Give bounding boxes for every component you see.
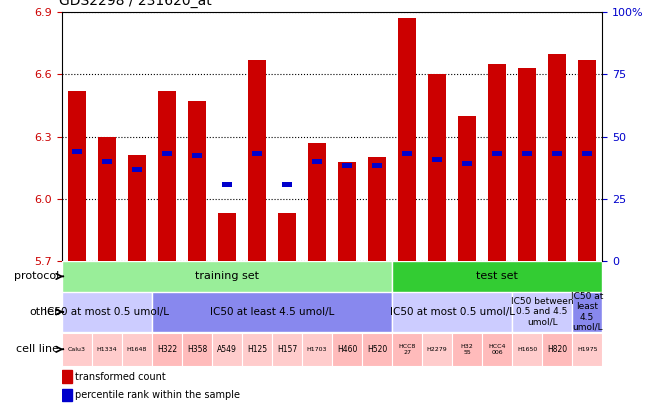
Bar bbox=[98, 137, 116, 261]
Text: GDS2298 / 231620_at: GDS2298 / 231620_at bbox=[59, 0, 212, 9]
Bar bbox=[578, 60, 596, 261]
Bar bbox=[572, 333, 602, 366]
Text: HCC4
006: HCC4 006 bbox=[488, 344, 506, 355]
Bar bbox=[338, 162, 356, 261]
Text: test set: test set bbox=[476, 271, 518, 281]
Bar bbox=[302, 333, 332, 366]
Bar bbox=[362, 333, 392, 366]
Bar bbox=[398, 18, 416, 261]
Text: A549: A549 bbox=[217, 345, 237, 354]
Bar bbox=[62, 292, 152, 332]
Text: IC50 between
0.5 and 4.5
umol/L: IC50 between 0.5 and 4.5 umol/L bbox=[511, 297, 574, 327]
Bar bbox=[188, 101, 206, 261]
Bar bbox=[72, 149, 81, 154]
Text: H460: H460 bbox=[337, 345, 357, 354]
Text: IC50 at least 4.5 umol/L: IC50 at least 4.5 umol/L bbox=[210, 307, 334, 317]
Bar bbox=[428, 75, 446, 261]
Bar bbox=[512, 292, 572, 332]
Bar bbox=[462, 161, 472, 166]
Text: H1648: H1648 bbox=[127, 347, 147, 352]
Text: percentile rank within the sample: percentile rank within the sample bbox=[76, 390, 240, 400]
Bar bbox=[128, 156, 146, 261]
Bar bbox=[132, 167, 142, 173]
Bar bbox=[62, 389, 72, 401]
Bar bbox=[152, 333, 182, 366]
Text: other: other bbox=[29, 307, 59, 317]
Text: transformed count: transformed count bbox=[76, 371, 166, 382]
Bar bbox=[152, 292, 392, 332]
Text: HCC8
27: HCC8 27 bbox=[398, 344, 416, 355]
Bar bbox=[62, 370, 72, 383]
Text: H2279: H2279 bbox=[426, 347, 447, 352]
Text: Calu3: Calu3 bbox=[68, 347, 86, 352]
Bar bbox=[552, 151, 562, 156]
Text: H1975: H1975 bbox=[577, 347, 598, 352]
Bar bbox=[332, 333, 362, 366]
Bar bbox=[458, 116, 476, 261]
Text: H125: H125 bbox=[247, 345, 267, 354]
Bar bbox=[122, 333, 152, 366]
Bar bbox=[542, 333, 572, 366]
Text: H1334: H1334 bbox=[96, 347, 117, 352]
Bar bbox=[68, 91, 86, 261]
Bar bbox=[92, 333, 122, 366]
Bar bbox=[222, 182, 232, 187]
Bar bbox=[62, 333, 92, 366]
Bar bbox=[158, 91, 176, 261]
Bar bbox=[572, 292, 602, 332]
Bar bbox=[272, 333, 302, 366]
Text: H322: H322 bbox=[157, 345, 177, 354]
Bar bbox=[392, 333, 422, 366]
Text: H1650: H1650 bbox=[517, 347, 537, 352]
Text: protocol: protocol bbox=[14, 271, 59, 281]
Bar bbox=[452, 333, 482, 366]
Bar bbox=[522, 151, 532, 156]
Text: H32
55: H32 55 bbox=[461, 344, 473, 355]
Bar bbox=[482, 333, 512, 366]
Bar bbox=[512, 333, 542, 366]
Text: H1703: H1703 bbox=[307, 347, 327, 352]
Bar bbox=[252, 151, 262, 156]
Bar bbox=[102, 159, 112, 164]
Bar bbox=[492, 151, 502, 156]
Bar bbox=[422, 333, 452, 366]
Text: cell line: cell line bbox=[16, 344, 59, 354]
Bar bbox=[488, 64, 506, 261]
Bar bbox=[518, 68, 536, 261]
Bar bbox=[278, 213, 296, 261]
Bar bbox=[182, 333, 212, 366]
Bar bbox=[392, 292, 512, 332]
Bar bbox=[212, 333, 242, 366]
Bar bbox=[248, 60, 266, 261]
Bar bbox=[402, 151, 412, 156]
Bar bbox=[368, 158, 386, 261]
Bar bbox=[242, 333, 272, 366]
Bar bbox=[218, 213, 236, 261]
Text: IC50 at most 0.5 umol/L: IC50 at most 0.5 umol/L bbox=[44, 307, 169, 317]
Text: H157: H157 bbox=[277, 345, 297, 354]
Bar bbox=[308, 143, 326, 261]
Bar bbox=[548, 53, 566, 261]
Bar bbox=[583, 151, 592, 156]
Text: H358: H358 bbox=[187, 345, 207, 354]
Bar bbox=[372, 163, 382, 168]
Bar bbox=[312, 159, 322, 164]
Text: H820: H820 bbox=[547, 345, 567, 354]
Bar bbox=[392, 261, 602, 292]
Text: training set: training set bbox=[195, 271, 259, 281]
Bar bbox=[162, 151, 172, 156]
Bar bbox=[342, 163, 352, 168]
Bar bbox=[282, 182, 292, 187]
Bar bbox=[62, 261, 392, 292]
Bar bbox=[432, 157, 442, 162]
Text: IC50 at most 0.5 umol/L: IC50 at most 0.5 umol/L bbox=[389, 307, 514, 317]
Text: H520: H520 bbox=[367, 345, 387, 354]
Bar bbox=[192, 153, 202, 158]
Text: IC50 at
least
4.5
umol/L: IC50 at least 4.5 umol/L bbox=[571, 292, 603, 332]
